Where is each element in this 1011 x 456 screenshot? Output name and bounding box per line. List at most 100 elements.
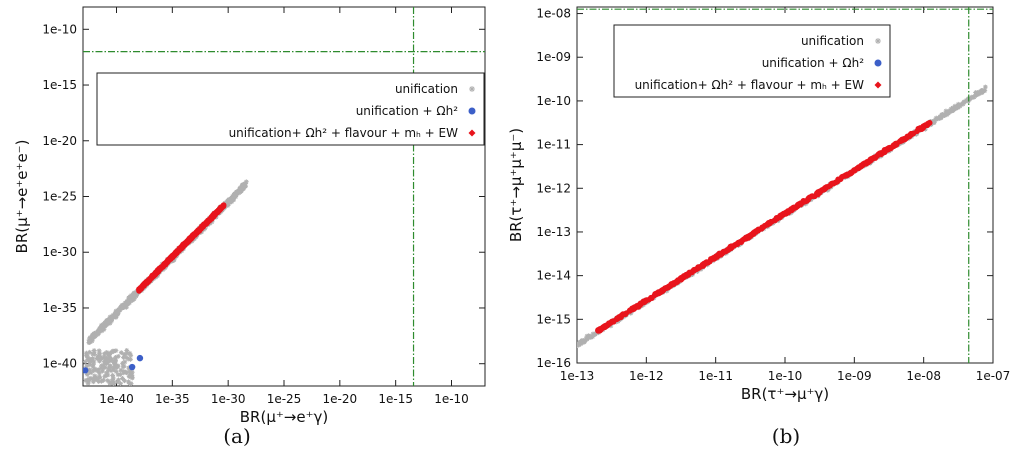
point-unification [586, 334, 592, 339]
point-unification [115, 353, 121, 359]
point-unification [982, 88, 988, 94]
y-tick-label: 1e-10 [42, 22, 77, 36]
point-unification [96, 348, 102, 354]
point-unification [87, 358, 93, 364]
point-unification [126, 295, 132, 301]
point-unification [943, 108, 949, 114]
point-unification [97, 370, 102, 376]
x-tick-label: 1e-20 [323, 392, 358, 406]
point-constrained [790, 204, 797, 211]
y-tick-label: 1e-09 [536, 50, 571, 64]
point-unification [121, 302, 126, 308]
point-unification [90, 364, 96, 370]
point-unification [91, 349, 97, 355]
point-unification [118, 381, 123, 386]
point-unification [92, 333, 98, 339]
y-tick-label: 1e-08 [536, 7, 571, 21]
point-unification [87, 375, 93, 381]
point-unification [960, 101, 966, 107]
point-unification [112, 361, 118, 367]
point-unification [114, 379, 120, 385]
series-2 [136, 202, 227, 294]
point-unification [94, 377, 100, 382]
point-unification [121, 369, 127, 374]
point-unification [118, 367, 124, 373]
point-unification [120, 376, 125, 381]
legend: unification unification + Ωh² unification+… [613, 24, 891, 98]
point-relic [128, 363, 136, 371]
point-unification [118, 304, 124, 310]
y-tick-label: 1e-12 [536, 181, 571, 195]
y-tick-label: 1e-13 [536, 225, 571, 239]
point-unification [85, 355, 91, 361]
point-unification [947, 108, 953, 114]
point-unification [127, 368, 133, 374]
x-tick-label: 1e-15 [378, 392, 413, 406]
point-constrained [785, 208, 791, 214]
point-unification [107, 351, 113, 357]
point-unification [105, 372, 111, 378]
point-unification [120, 360, 125, 366]
point-unification [939, 112, 944, 118]
point-unification [122, 378, 127, 384]
point-unification [578, 341, 584, 347]
point-unification [88, 370, 94, 376]
point-unification [937, 114, 943, 120]
point-unification [127, 350, 133, 356]
point-unification [87, 377, 92, 382]
x-tick-label: 1e-07 [976, 369, 1011, 383]
legend-label: unification+ Ωh² + flavour + mₕ + EW [635, 78, 865, 92]
point-constrained [868, 155, 875, 162]
plot-frame [82, 6, 486, 387]
point-unification [581, 338, 587, 344]
y-tick-label: 1e-35 [42, 301, 77, 315]
point-constrained [775, 214, 782, 221]
point-constrained [642, 298, 649, 304]
point-unification [101, 377, 106, 383]
point-unification [955, 104, 961, 110]
point-unification [975, 91, 981, 97]
point-unification [104, 320, 109, 326]
point-constrained [662, 285, 668, 291]
point-unification [126, 379, 131, 385]
point-unification [84, 352, 89, 358]
point-unification [128, 353, 134, 358]
point-unification [952, 103, 958, 109]
point-unification [96, 374, 102, 380]
point-constrained [735, 240, 742, 246]
point-unification [104, 349, 110, 355]
point-unification [934, 116, 940, 122]
point-constrained [699, 261, 706, 268]
point-constrained [689, 269, 695, 276]
point-constrained [797, 201, 804, 208]
point-unification [110, 376, 116, 382]
point-unification [120, 364, 126, 370]
legend-label: unification [801, 34, 864, 48]
point-constrained [610, 319, 617, 325]
point-unification [99, 378, 104, 384]
point-unification [83, 378, 89, 383]
y-axis-label: BR(μ⁺→e⁺e⁺e⁻) [13, 140, 31, 254]
point-unification [226, 201, 232, 207]
point-unification [96, 330, 101, 336]
point-unification [231, 194, 237, 200]
point-unification [113, 348, 119, 354]
point-unification [243, 181, 248, 187]
point-constrained [139, 283, 145, 290]
point-constrained [846, 171, 853, 177]
point-unification [126, 297, 132, 303]
point-constrained [858, 163, 864, 169]
point-unification [113, 369, 119, 374]
point-constrained [801, 198, 808, 205]
x-tick-label: 1e-30 [211, 392, 246, 406]
point-constrained [925, 120, 932, 127]
y-tick-label: 1e-20 [42, 134, 77, 148]
point-unification [129, 369, 135, 375]
point-unification [86, 340, 92, 345]
point-constrained [892, 142, 899, 149]
y-tick-label: 1e-11 [536, 138, 571, 152]
point-constrained [603, 323, 609, 329]
point-constrained [822, 185, 828, 191]
point-constrained [157, 265, 164, 272]
